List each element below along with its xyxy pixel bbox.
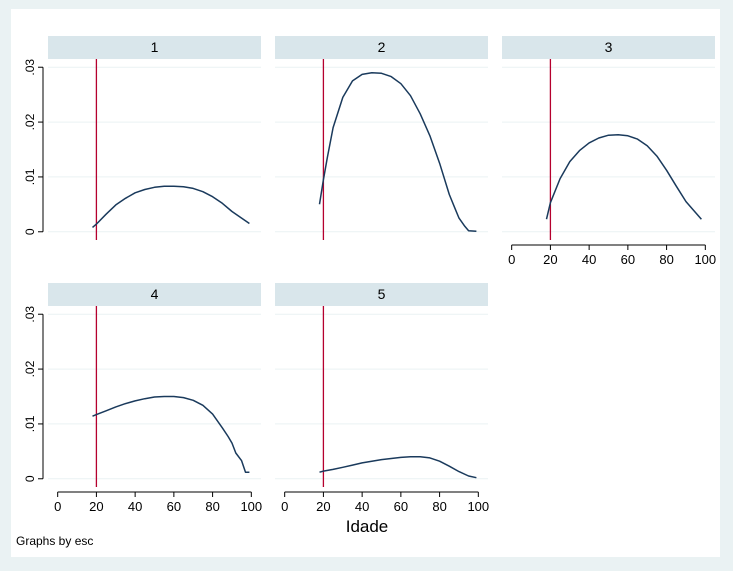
x-tick-label: 60: [167, 499, 181, 514]
y-tick-label: .03: [23, 59, 37, 76]
facet-strip-label: 1: [151, 39, 159, 55]
x-tick-label: 100: [467, 499, 489, 514]
x-tick-label: 20: [316, 499, 330, 514]
facet-strip: [502, 36, 715, 59]
facet-panel-2: 2: [275, 36, 488, 240]
y-tick-label: .01: [23, 415, 37, 432]
x-tick-label: 100: [694, 252, 716, 267]
y-tick-label: .02: [23, 360, 37, 377]
x-tick-label: 0: [281, 499, 288, 514]
y-tick-label: .03: [23, 306, 37, 323]
y-tick-label: 0: [23, 228, 37, 235]
y-tick-label: .02: [23, 113, 37, 130]
facet-panel-4: 40.01.02.030 20 40 60 80 100: [23, 283, 262, 514]
x-tick-label: 20: [89, 499, 103, 514]
x-tick-label: 80: [205, 499, 219, 514]
facet-strip: [275, 36, 488, 59]
facet-strip: [275, 283, 488, 306]
series-line: [318, 71, 477, 232]
facet-strip-label: 5: [378, 286, 386, 302]
facet-strip-label: 4: [151, 286, 159, 302]
x-tick-label: 80: [659, 252, 673, 267]
facet-panel-1: 1 0 .01 .02 .03: [23, 36, 261, 240]
facet-strip: [48, 36, 261, 59]
series-line: [92, 395, 250, 473]
y-tick-label: 0: [23, 475, 37, 482]
x-tick-label: 0: [508, 252, 515, 267]
x-tick-label: 40: [582, 252, 596, 267]
x-tick-label: 40: [355, 499, 369, 514]
facet-strip-label: 2: [378, 39, 386, 55]
x-tick-label: 40: [128, 499, 142, 514]
facet-strip-label: 3: [605, 39, 613, 55]
x-tick-label: 100: [240, 499, 262, 514]
series-line: [545, 133, 702, 220]
x-tick-label: 0: [54, 499, 61, 514]
x-tick-label: 60: [621, 252, 635, 267]
x-axis-title: Idade: [346, 517, 389, 536]
x-tick-label: 80: [432, 499, 446, 514]
series-line: [92, 185, 250, 228]
graphs-by-note: Graphs by esc: [16, 534, 93, 548]
facet-panel-5: 5 0 20 40 60 80 100: [275, 283, 489, 514]
facet-panel-3: 3 0 20 40 60 80 100: [502, 36, 716, 267]
y-tick-label: .01: [23, 168, 37, 185]
x-tick-label: 60: [394, 499, 408, 514]
series-line: [319, 456, 477, 479]
facet-strip: [48, 283, 261, 306]
x-tick-label: 20: [543, 252, 557, 267]
